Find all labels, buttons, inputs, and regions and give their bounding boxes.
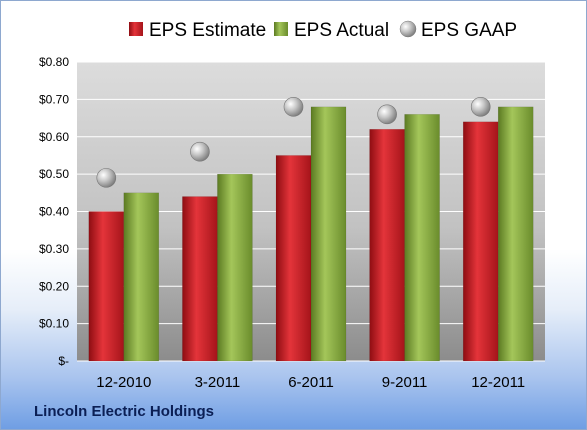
company-label: Lincoln Electric Holdings	[34, 403, 215, 420]
legend-label: EPS GAAP	[421, 20, 517, 41]
eps-estimate-bar	[182, 196, 218, 362]
legend-label: EPS Estimate	[149, 20, 266, 41]
eps-gaap-marker	[377, 104, 397, 125]
eps-actual-bar	[217, 173, 253, 362]
eps-actual-bar	[123, 192, 160, 362]
chart-legend: EPS Estimate EPS Actual EPS GAAP	[129, 20, 517, 41]
legend-label: EPS Actual	[294, 20, 389, 41]
y-tick-label: $0.30	[39, 242, 69, 256]
y-tick-label: $0.50	[39, 167, 69, 181]
eps-gaap-marker	[470, 97, 491, 117]
y-tick-label: $0.70	[39, 92, 69, 106]
x-tick-label: 12-2011	[471, 374, 525, 391]
legend-swatch-gaap	[399, 20, 417, 38]
y-tick-label: $-	[58, 354, 69, 368]
x-tick-label: 6-2011	[288, 374, 334, 391]
y-tick-label: $0.20	[39, 279, 69, 293]
gaap-markers-layer	[96, 97, 491, 188]
y-axis-ticks: $- $0.10 $0.20 $0.30 $0.40 $0.50 $0.60 $0.70 $0.…	[39, 55, 69, 368]
legend-swatch-actual	[274, 22, 288, 36]
eps-estimate-bar	[462, 121, 499, 362]
y-tick-label: $0.60	[39, 130, 69, 144]
eps-estimate-bar	[88, 211, 125, 362]
eps-estimate-bar	[369, 129, 405, 362]
bars-layer	[88, 106, 534, 362]
eps-estimate-bar	[275, 155, 312, 362]
x-axis-ticks: 12-2010 3-2011 6-2011 9-2011 12-2011	[96, 374, 525, 391]
x-tick-label: 9-2011	[382, 374, 428, 391]
y-tick-label: $0.10	[39, 317, 69, 331]
y-tick-label: $0.80	[39, 55, 69, 69]
eps-gaap-marker	[283, 97, 304, 117]
eps-actual-bar	[497, 106, 534, 362]
eps-actual-bar	[404, 114, 440, 362]
eps-gaap-marker	[190, 141, 210, 162]
eps-actual-bar	[310, 106, 347, 362]
eps-gaap-marker	[96, 168, 117, 188]
legend-swatch-estimate	[129, 22, 143, 36]
x-tick-label: 12-2010	[96, 374, 151, 391]
y-tick-label: $0.40	[39, 205, 69, 219]
x-tick-label: 3-2011	[195, 374, 241, 391]
